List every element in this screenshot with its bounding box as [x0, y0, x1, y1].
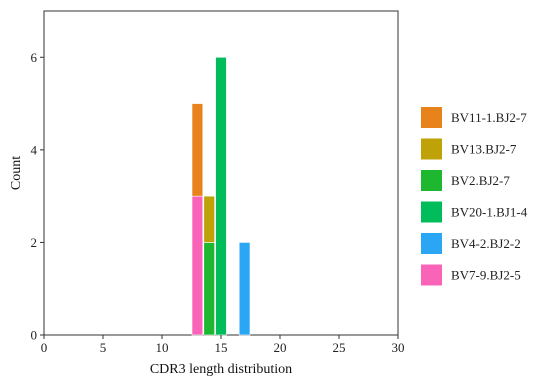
- legend-key-bv20-1-bj1-4: [421, 201, 442, 223]
- y-tick-label-4: 4: [31, 142, 38, 157]
- x-tick-label-15: 15: [215, 340, 228, 355]
- legend-key-bv4-2-bj2-2: [421, 233, 442, 254]
- x-tick-label-5: 5: [100, 340, 107, 355]
- x-tick-label-10: 10: [156, 340, 169, 355]
- bar-bv4-2-bj2-2-x17: [238, 242, 251, 336]
- x-axis-title: CDR3 length distribution: [150, 362, 292, 377]
- legend: BV11-1.BJ2-7 BV13.BJ2-7 BV2.BJ2-7 BV20-1.BJ…: [421, 107, 528, 286]
- bar-bv7-9-bj2-5-x13: [191, 195, 204, 336]
- legend-label-bv20-1-bj1-4: BV20-1.BJ1-4: [451, 205, 528, 220]
- legend-label-bv11-1-bj2-7: BV11-1.BJ2-7: [451, 110, 527, 125]
- y-axis-title: Count: [9, 156, 24, 190]
- x-tick-label-25: 25: [333, 340, 346, 355]
- legend-key-bv7-9-bj2-5: [421, 264, 442, 286]
- legend-key-bv13-bj2-7: [421, 138, 442, 160]
- legend-label-bv2-bj2-7: BV2.BJ2-7: [451, 173, 510, 188]
- bar-bv11-1-bj2-7-x13: [191, 103, 204, 197]
- legend-label-bv13-bj2-7: BV13.BJ2-7: [451, 142, 517, 157]
- x-tick-label-20: 20: [274, 340, 287, 355]
- y-axis: 0 2 4 6: [31, 50, 44, 343]
- y-tick-label-6: 6: [31, 50, 38, 65]
- y-tick-label-2: 2: [31, 235, 38, 250]
- bar-bv2-bj2-7-x14: [203, 242, 215, 336]
- y-tick-label-0: 0: [31, 328, 38, 343]
- x-axis: 0 5 10 15 20 25 30: [41, 335, 405, 355]
- plot-area: [43, 10, 399, 336]
- legend-key-bv2-bj2-7: [421, 170, 442, 191]
- bar-bv20-1-bj1-4-x15: [215, 56, 227, 336]
- legend-key-bv11-1-bj2-7: [421, 107, 442, 128]
- bar-bv13-bj2-7-x14: [203, 195, 215, 243]
- legend-label-bv7-9-bj2-5: BV7-9.BJ2-5: [451, 268, 521, 283]
- legend-label-bv4-2-bj2-2: BV4-2.BJ2-2: [451, 236, 521, 251]
- x-tick-label-30: 30: [392, 340, 405, 355]
- x-tick-label-0: 0: [41, 340, 48, 355]
